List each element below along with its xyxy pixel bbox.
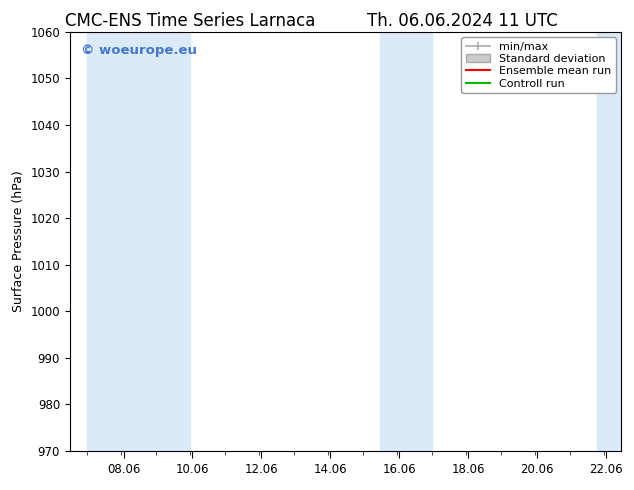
- Legend: min/max, Standard deviation, Ensemble mean run, Controll run: min/max, Standard deviation, Ensemble me…: [462, 37, 616, 93]
- Text: Th. 06.06.2024 11 UTC: Th. 06.06.2024 11 UTC: [368, 12, 558, 30]
- Bar: [380, 32, 432, 451]
- Text: © woeurope.eu: © woeurope.eu: [81, 45, 197, 57]
- Text: CMC-ENS Time Series Larnaca: CMC-ENS Time Series Larnaca: [65, 12, 315, 30]
- Y-axis label: Surface Pressure (hPa): Surface Pressure (hPa): [11, 171, 25, 312]
- Bar: [87, 32, 190, 451]
- Bar: [597, 32, 624, 451]
